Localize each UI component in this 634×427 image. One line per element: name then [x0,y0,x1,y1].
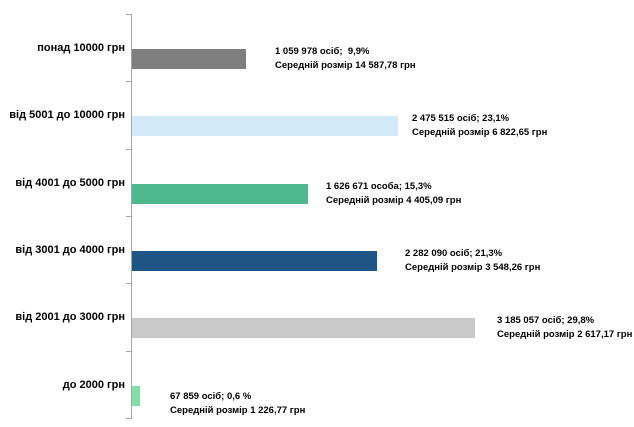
bar [132,116,398,136]
bar-value-label: 3 185 057 осіб; 29,8% Середній розмір 2 6… [497,314,632,342]
bar-label-line1: 3 185 057 осіб; 29,8% [497,315,595,326]
bar [132,318,475,338]
bar [132,386,140,406]
bar-label-line1: 2 282 090 осіб; 21,3% [405,248,503,259]
axis-tick [126,14,132,15]
bar [132,251,377,271]
bar-value-label: 2 282 090 осіб; 21,3% Середній розмір 3 5… [405,247,540,275]
category-label: понад 10000 грн [37,42,125,54]
bar-value-label: 2 475 515 осіб; 23,1% Середній розмір 6 8… [412,112,547,140]
bar-label-line2: Середній розмір 1 226,77 грн [170,405,306,416]
bar-label-line1: 2 475 515 осіб; 23,1% [412,113,510,124]
category-label: від 5001 до 10000 грн [9,109,125,121]
bar [132,49,246,69]
bar-value-label: 1 059 978 осіб; 9,9% Середній розмір 14 5… [275,45,416,73]
axis-tick [126,81,132,82]
bar-label-line2: Середній розмір 4 405,09 грн [326,195,462,206]
bar [132,184,308,204]
category-label: від 4001 до 5000 грн [15,177,125,189]
bar-label-line2: Середній розмір 14 587,78 грн [275,60,416,71]
axis-tick [126,283,132,284]
bar-label-line1: 1 626 671 особа; 15,3% [326,181,432,192]
category-label: до 2000 грн [62,379,125,391]
bar-label-line1: 67 859 осіб; 0,6 % [170,391,252,402]
axis-tick [126,149,132,150]
bar-label-line2: Середній розмір 3 548,26 грн [405,262,541,273]
bar-value-label: 1 626 671 особа; 15,3% Середній розмір 4 … [326,180,461,208]
bar-value-label: 67 859 осіб; 0,6 % Середній розмір 1 226,… [170,390,305,418]
axis-tick [126,351,132,352]
axis-tick [126,418,132,419]
category-label: від 2001 до 3000 грн [15,311,125,323]
bar-label-line2: Середній розмір 2 617,17 грн [497,329,633,340]
bar-label-line1: 1 059 978 осіб; 9,9% [275,46,370,57]
category-label: від 3001 до 4000 грн [15,244,125,256]
bar-label-line2: Середній розмір 6 822,65 грн [412,127,548,138]
axis-tick [126,216,132,217]
